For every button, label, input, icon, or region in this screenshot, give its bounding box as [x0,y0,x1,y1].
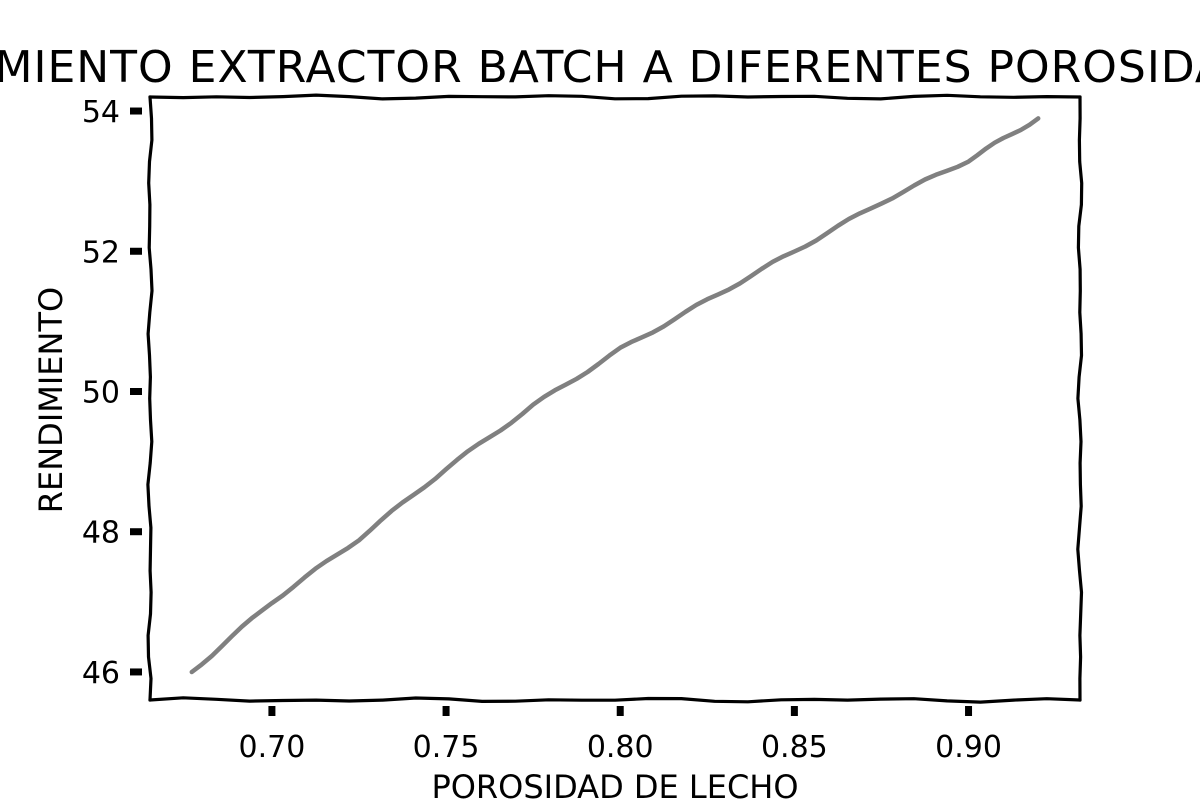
series-layer [189,116,1041,675]
y-tick-label: 50 [82,375,120,410]
y-tick-label: 48 [82,516,120,551]
y-axis-label: RENDIMIENTO [32,287,70,513]
frame-bottom [148,696,1082,704]
x-tick-label: 0.90 [935,730,1002,765]
frame-left [146,95,154,702]
x-axis-ticks: 0.70 0.75 0.80 0.85 0.90 [239,706,1002,765]
x-tick-label: 0.70 [239,730,306,765]
x-tick-label: 0.75 [413,730,480,765]
frame-top [148,93,1082,101]
x-tick-label: 0.80 [587,730,654,765]
series-line [189,116,1041,675]
frame-right [1076,95,1084,702]
x-axis-label: POROSIDAD DE LECHO [431,768,798,800]
plot-frame [146,93,1084,704]
y-tick-label: 52 [82,235,120,270]
y-tick-label: 46 [82,656,120,691]
y-axis-ticks: 46 48 50 52 54 [82,95,142,691]
x-tick-label: 0.85 [761,730,828,765]
chart-title: RENDIMIENTO EXTRACTOR BATCH A DIFERENTES… [0,42,1200,93]
y-tick-label: 54 [82,95,120,130]
